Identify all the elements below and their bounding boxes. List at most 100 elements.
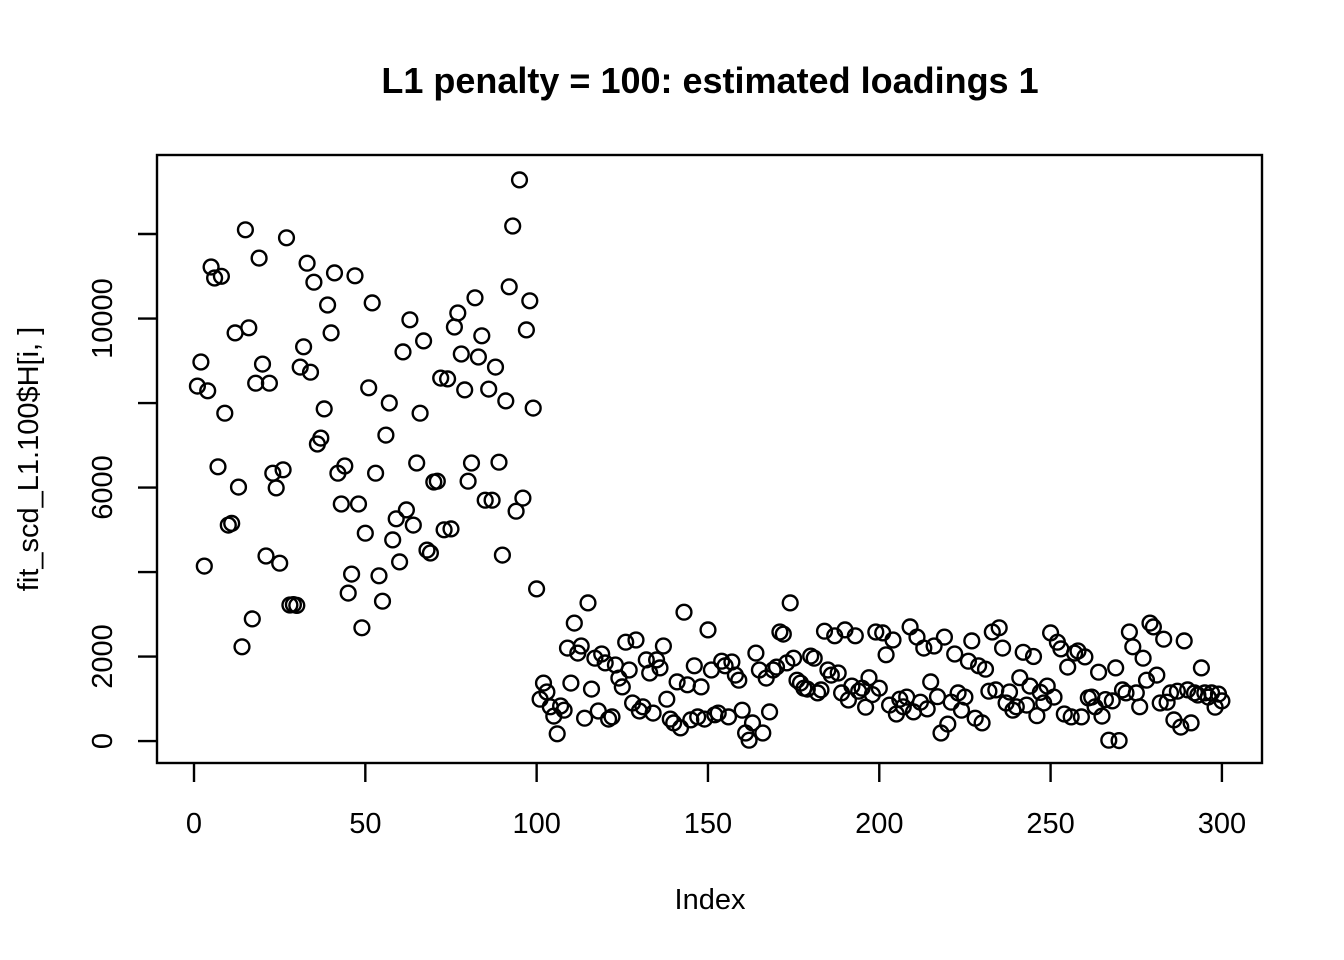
data-point [250,249,268,267]
data-point [767,658,786,676]
data-point [1134,649,1152,667]
data-point [223,514,241,533]
data-point [353,619,371,637]
data-point [867,623,885,641]
data-point [504,217,522,235]
tick-label: 0 [186,808,202,840]
data-point [740,731,758,749]
data-point [432,369,450,387]
data-point [829,664,847,682]
data-point [973,714,991,732]
data-point [1093,707,1111,725]
data-point [935,628,954,646]
data-point [1213,692,1231,710]
data-point [332,495,350,513]
data-point [959,652,978,670]
data-point [651,659,669,677]
data-point [428,472,446,490]
data-point [925,637,943,655]
data-point [462,454,481,472]
data-point [312,429,330,447]
data-point [271,554,289,572]
data-point [1100,731,1118,749]
data-point [860,669,878,687]
data-points [188,171,1231,750]
data-point [439,370,457,388]
data-point [730,671,748,689]
data-point [555,701,573,719]
data-point [264,464,282,482]
data-point [654,637,673,655]
data-point [497,392,515,410]
data-point [915,639,933,657]
data-point [315,400,333,418]
data-point [394,343,412,361]
data-point [1045,688,1063,706]
data-point [884,631,902,649]
data-point [596,654,614,672]
data-point [1117,684,1135,702]
tick-label: 2000 [87,624,119,689]
data-point [459,472,477,490]
data-point [918,700,936,718]
data-point [1017,696,1036,714]
data-point [822,666,840,684]
data-point [613,678,631,696]
data-point [1148,666,1166,684]
data-point [267,479,285,497]
data-point [1144,618,1163,636]
data-point [743,714,762,732]
data-point [534,674,553,692]
tick-label: 250 [1026,808,1074,840]
tick-label: 150 [684,808,732,840]
data-point [1076,648,1094,666]
tick-label: 6000 [87,455,119,520]
data-point [322,324,340,342]
data-point [243,610,261,628]
data-point [805,649,823,667]
data-point [476,491,494,509]
data-point [240,319,258,337]
data-point [236,221,255,239]
data-point [384,531,402,549]
data-point [301,363,320,381]
data-point [202,258,220,276]
data-point [1175,632,1193,650]
data-point [1072,708,1091,726]
data-point [319,296,337,314]
data-point [483,491,501,509]
data-point [668,673,686,691]
data-point [442,520,460,538]
data-point [603,708,621,726]
data-point [408,454,426,472]
data-point [764,661,782,679]
data-point [411,404,429,422]
data-point [548,725,566,743]
data-point [360,379,378,397]
data-point [1007,698,1025,716]
data-point [877,646,895,664]
tick-label: 100 [512,808,560,840]
data-point [367,464,385,482]
data-point [188,377,207,395]
data-point [1192,659,1211,677]
data-point [469,348,488,366]
data-point [644,704,662,722]
data-point [1024,647,1043,666]
data-point [373,592,392,610]
data-point [445,318,464,336]
data-point [695,710,714,728]
data-point [733,701,751,719]
data-point [295,338,313,356]
data-point [391,553,409,571]
data-point [661,710,679,728]
data-point [1131,698,1149,716]
data-point [277,229,296,247]
data-point [1120,623,1139,641]
data-point [747,644,765,662]
data-point [1028,707,1046,725]
data-point [1137,671,1156,689]
data-point [260,374,279,392]
